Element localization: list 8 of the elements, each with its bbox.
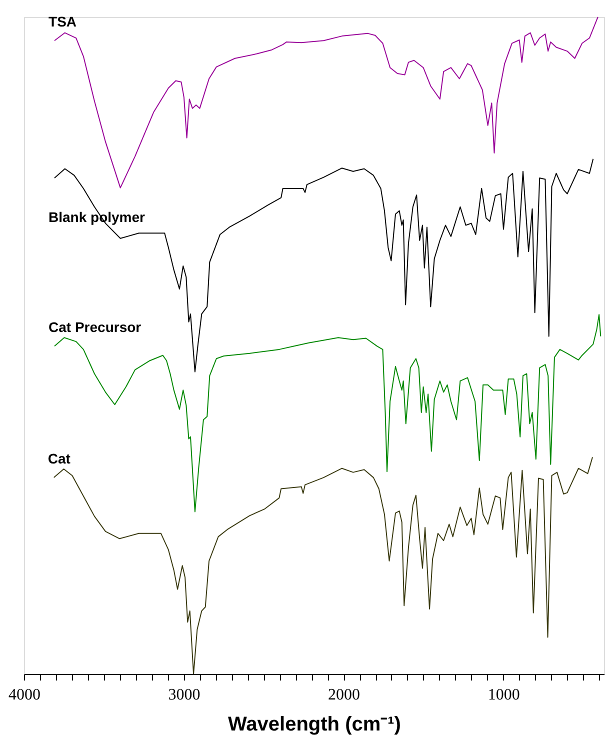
x-tick-label: 4000 (8, 686, 40, 704)
series-label: TSA (48, 14, 77, 30)
series-label: Cat (48, 450, 71, 467)
x-tick-label: 3000 (168, 686, 200, 704)
x-tick-label: 2000 (328, 686, 360, 704)
x-axis-title: Wavelength (cm⁻¹) (228, 714, 401, 736)
x-tick-label: 1000 (488, 686, 520, 704)
series-label: Cat Precursor (48, 319, 142, 336)
